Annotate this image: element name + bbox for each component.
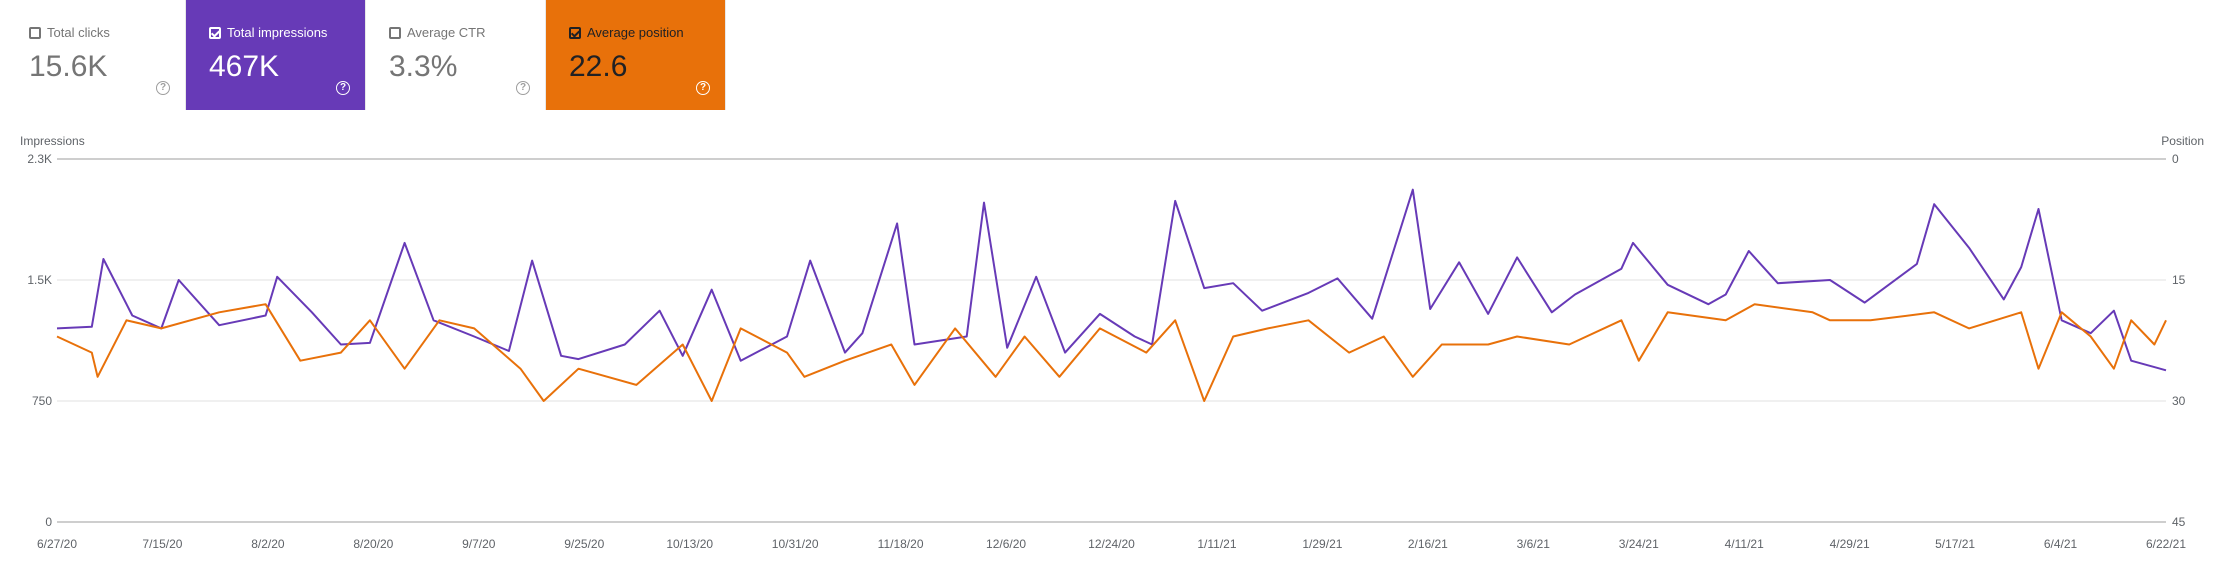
- help-icon[interactable]: ?: [516, 81, 530, 95]
- x-tick-label: 9/25/20: [564, 537, 604, 551]
- y-right-tick-label: 15: [2172, 273, 2186, 287]
- y-left-tick-label: 750: [32, 394, 52, 408]
- x-tick-label: 4/29/21: [1830, 537, 1870, 551]
- total-clicks-card[interactable]: Total clicks 15.6K ?: [6, 0, 186, 110]
- average-ctr-checkbox[interactable]: [389, 26, 401, 39]
- average-position-value: 22.6: [569, 50, 628, 83]
- average-ctr-card[interactable]: Average CTR 3.3% ?: [366, 0, 546, 110]
- help-icon[interactable]: ?: [696, 81, 710, 95]
- average-position-label: Average position: [587, 25, 684, 40]
- y-right-axis-title: Position: [2161, 134, 2204, 148]
- performance-chart[interactable]: 0 45 750 30 1.5K 15 2.3K 0 6/27/20 7/15/20 8/2/20 8…: [0, 140, 2224, 574]
- total-clicks-checkbox[interactable]: [29, 26, 41, 39]
- y-right-tick-label: 30: [2172, 394, 2186, 408]
- y-left-tick-label: 2.3K: [27, 152, 52, 166]
- x-tick-label: 6/22/21: [2146, 537, 2186, 551]
- y-left-axis-title: Impressions: [20, 134, 85, 148]
- x-tick-label: 5/17/21: [1935, 537, 1975, 551]
- x-tick-label: 7/15/20: [142, 537, 182, 551]
- y-left-tick-label: 0: [45, 515, 52, 529]
- average-position-card[interactable]: Average position 22.6 ?: [546, 0, 726, 110]
- x-tick-label: 4/11/21: [1725, 537, 1764, 551]
- total-clicks-value: 15.6K: [29, 50, 108, 83]
- position-series-line: [56, 303, 2167, 402]
- average-position-checkbox[interactable]: [569, 26, 581, 39]
- impressions-series-line: [56, 188, 2167, 372]
- x-tick-label: 6/27/20: [37, 537, 77, 551]
- help-icon[interactable]: ?: [336, 81, 350, 95]
- x-tick-label: 6/4/21: [2044, 537, 2078, 551]
- total-clicks-label: Total clicks: [47, 25, 110, 40]
- x-tick-label: 10/13/20: [666, 537, 713, 551]
- x-tick-label: 12/6/20: [986, 537, 1026, 551]
- x-tick-label: 8/2/20: [251, 537, 285, 551]
- x-tick-label: 12/24/20: [1088, 537, 1135, 551]
- y-right-tick-label: 45: [2172, 515, 2186, 529]
- metric-cards: Total clicks 15.6K ? Total impressions 4…: [6, 0, 726, 110]
- x-tick-label: 3/24/21: [1619, 537, 1659, 551]
- x-tick-label: 10/31/20: [772, 537, 819, 551]
- total-impressions-label: Total impressions: [227, 25, 328, 40]
- y-right-tick-label: 0: [2172, 152, 2179, 166]
- x-tick-label: 1/29/21: [1302, 537, 1342, 551]
- x-tick-label: 1/11/21: [1197, 537, 1236, 551]
- help-icon[interactable]: ?: [156, 81, 170, 95]
- average-ctr-value: 3.3%: [389, 50, 458, 83]
- x-tick-label: 2/16/21: [1408, 537, 1448, 551]
- x-tick-label: 9/7/20: [462, 537, 496, 551]
- y-left-tick-label: 1.5K: [27, 273, 52, 287]
- average-ctr-label: Average CTR: [407, 25, 486, 40]
- x-tick-label: 11/18/20: [878, 537, 924, 551]
- total-impressions-card[interactable]: Total impressions 467K ?: [186, 0, 366, 110]
- x-tick-label: 8/20/20: [353, 537, 393, 551]
- total-impressions-checkbox[interactable]: [209, 26, 221, 39]
- x-tick-label: 3/6/21: [1517, 537, 1551, 551]
- total-impressions-value: 467K: [209, 50, 280, 83]
